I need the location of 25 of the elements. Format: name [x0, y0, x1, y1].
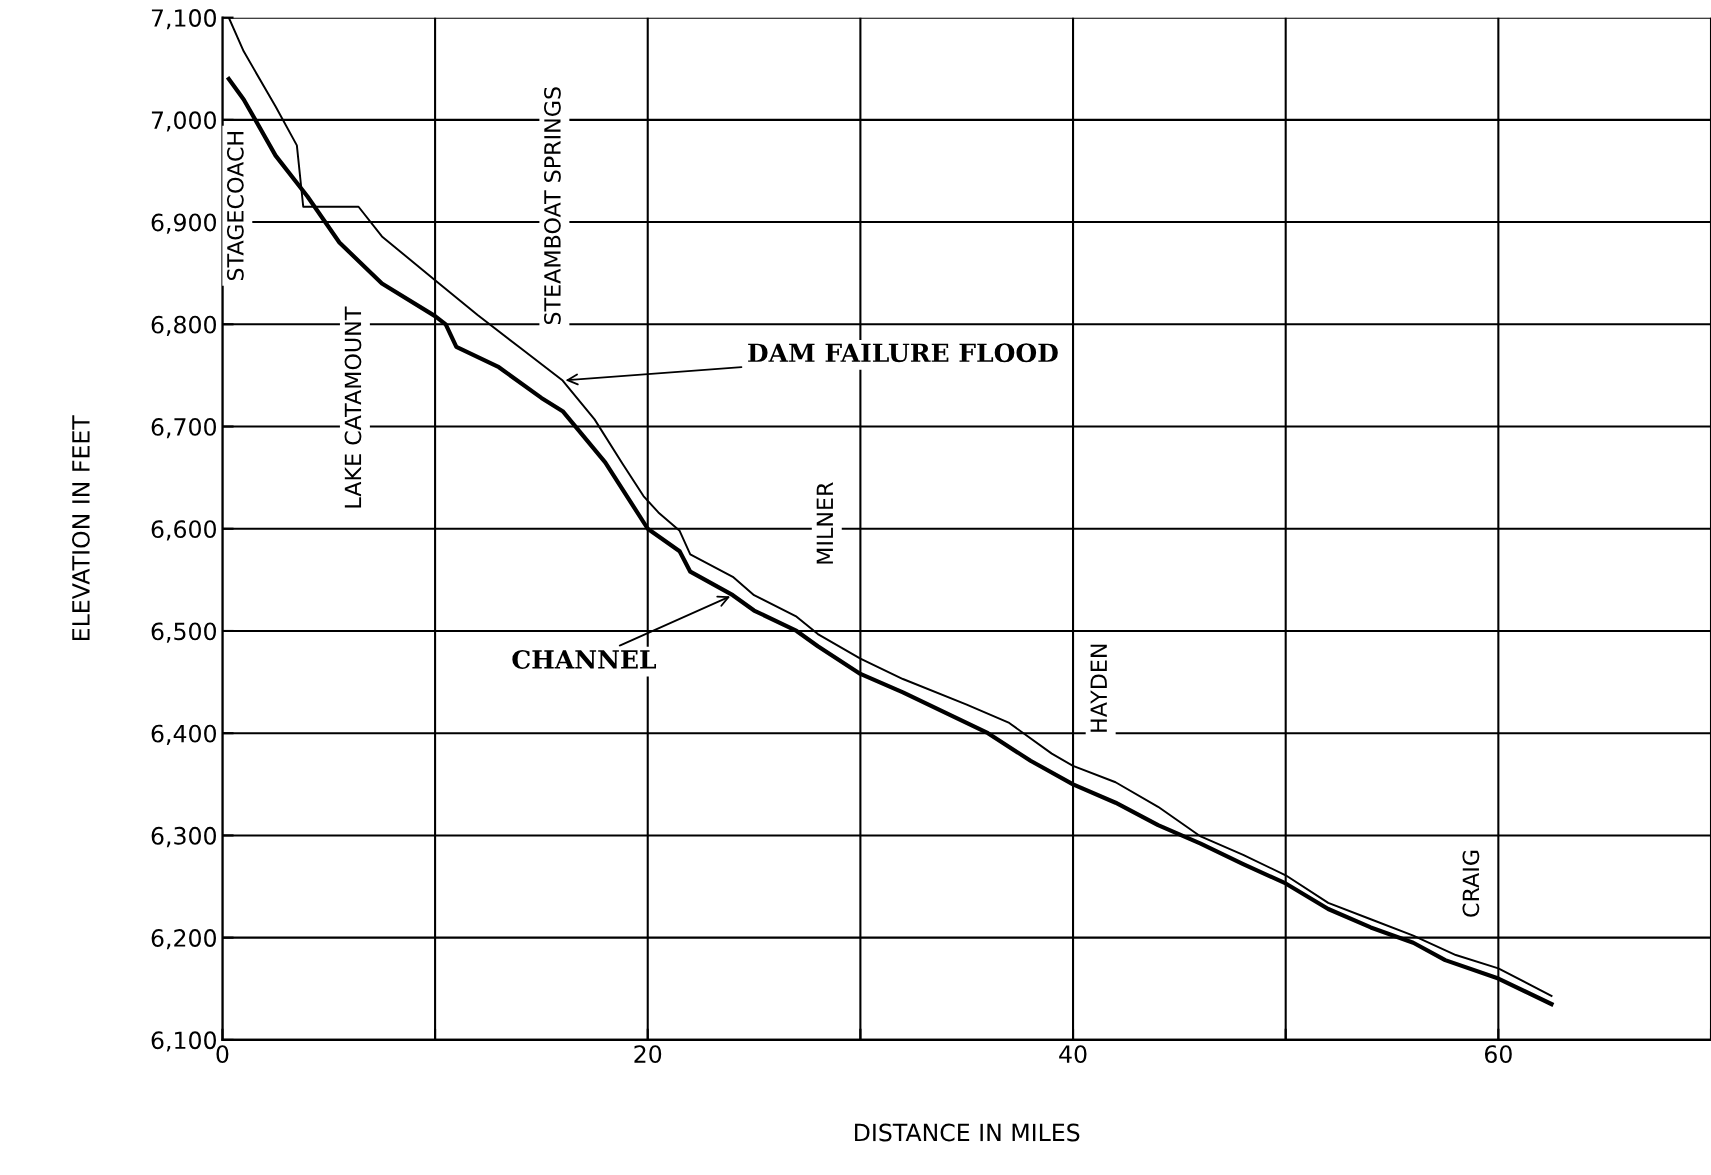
- annotation: LAKE CATAMOUNT: [344, 306, 362, 508]
- y-tick-label: 6,700: [151, 417, 216, 439]
- annotation: CRAIG: [1462, 850, 1480, 917]
- annotation: HAYDEN: [1090, 644, 1107, 732]
- y-tick-label: 6,300: [151, 826, 216, 848]
- annotation: CHANNEL: [512, 649, 657, 669]
- y-tick-label: 6,600: [151, 520, 216, 541]
- y-tick-label: 7,000: [151, 111, 216, 132]
- annotation: STAGECOACH: [226, 132, 244, 281]
- y-tick-label: 6,800: [151, 315, 216, 337]
- y-tick-label: 6,900: [151, 213, 216, 234]
- x-tick-label: 20: [634, 1045, 662, 1064]
- y-tick-label: 6,500: [151, 622, 216, 643]
- x-tick-label: 40: [1059, 1045, 1087, 1064]
- y-tick-label: 7,100: [151, 9, 216, 30]
- y-tick-label: 6,100: [151, 1031, 216, 1052]
- x-tick-label: 0: [216, 1045, 229, 1064]
- annotation: MILNER: [816, 482, 833, 564]
- x-axis-title: DISTANCE IN MILES: [855, 1123, 1080, 1142]
- y-tick-label: 6,400: [151, 724, 216, 745]
- y-tick-label: 6,200: [151, 929, 216, 950]
- y-axis-title: ELEVATION IN FEET: [71, 415, 90, 640]
- x-tick-label: 60: [1484, 1045, 1512, 1064]
- annotation: STEAMBOAT SPRINGS: [544, 87, 561, 325]
- annotation: DAM FAILURE FLOOD: [748, 343, 1058, 363]
